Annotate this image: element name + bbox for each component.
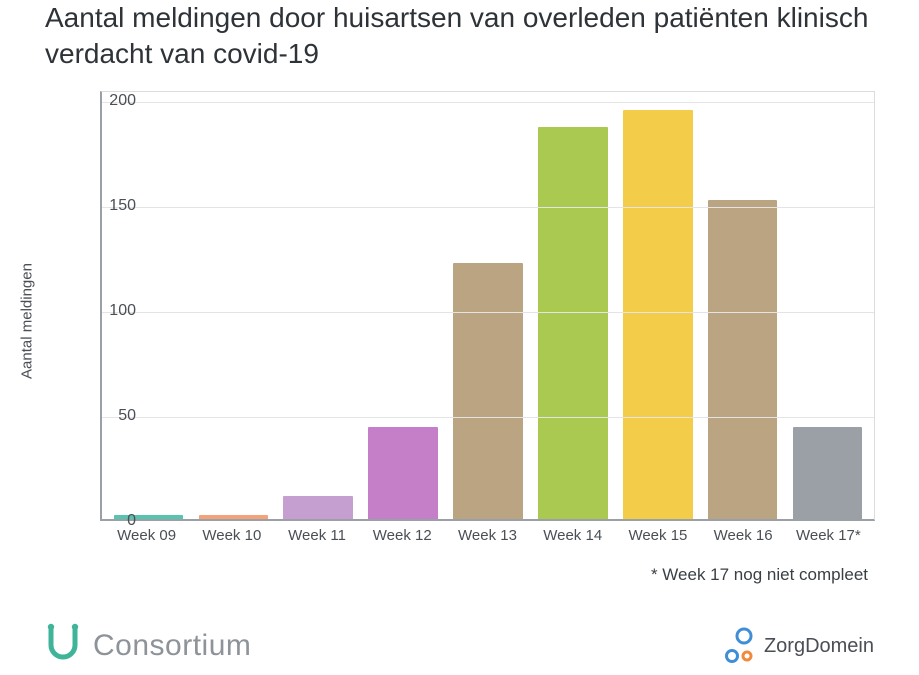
zorgdomein-logo: ZorgDomein <box>722 626 874 666</box>
x-tick-label: Week 15 <box>615 523 700 551</box>
bar <box>623 110 693 519</box>
bar <box>708 200 778 519</box>
plot-area <box>100 91 875 521</box>
bar <box>283 496 353 519</box>
gridline <box>102 102 874 103</box>
zorgdomein-icon <box>722 626 756 666</box>
bar <box>199 515 269 519</box>
bar <box>538 127 608 519</box>
x-tick-label: Week 10 <box>189 523 274 551</box>
bar <box>368 427 438 519</box>
bar <box>793 427 863 519</box>
bar-slot <box>785 92 870 519</box>
bar-slot <box>700 92 785 519</box>
gridline <box>102 312 874 313</box>
y-tick-label: 100 <box>100 302 136 320</box>
bar <box>453 263 523 519</box>
x-tick-label: Week 11 <box>274 523 359 551</box>
x-axis-labels: Week 09Week 10Week 11Week 12Week 13Week … <box>100 523 875 551</box>
y-tick-label: 50 <box>100 407 136 425</box>
y-tick-label: 150 <box>100 197 136 215</box>
consortium-logo-text: Consortium <box>93 629 251 663</box>
x-tick-label: Week 12 <box>360 523 445 551</box>
y-axis-title: Aantal meldingen <box>19 263 36 379</box>
bar-slot <box>191 92 276 519</box>
gridline <box>102 207 874 208</box>
bar-slot <box>361 92 446 519</box>
x-tick-label: Week 16 <box>701 523 786 551</box>
gridline <box>102 417 874 418</box>
footnote: * Week 17 nog niet compleet <box>45 565 868 585</box>
bar-slot <box>276 92 361 519</box>
chart-area: Aantal meldingen Week 09Week 10Week 11We… <box>45 91 875 551</box>
x-tick-label: Week 13 <box>445 523 530 551</box>
x-tick-label: Week 17* <box>786 523 871 551</box>
chart-container: Aantal meldingen door huisartsen van ove… <box>0 0 919 675</box>
bar-slot <box>530 92 615 519</box>
chart-title: Aantal meldingen door huisartsen van ove… <box>45 0 874 73</box>
bars-group <box>102 92 874 519</box>
y-tick-label: 0 <box>100 512 136 530</box>
bar-slot <box>446 92 531 519</box>
x-tick-label: Week 14 <box>530 523 615 551</box>
consortium-logo: Consortium <box>45 623 251 669</box>
bar-slot <box>615 92 700 519</box>
logos-row: Consortium ZorgDomein <box>45 623 874 669</box>
zorgdomein-logo-text: ZorgDomein <box>764 635 874 658</box>
stethoscope-icon <box>45 623 83 669</box>
y-tick-label: 200 <box>100 92 136 110</box>
